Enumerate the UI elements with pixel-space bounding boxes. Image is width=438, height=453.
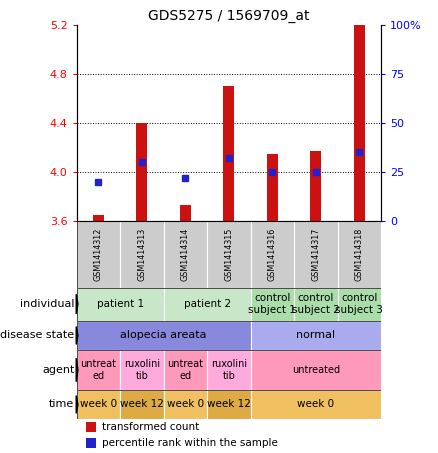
Bar — [137, 123, 147, 221]
Bar — [311, 151, 321, 221]
Text: individual: individual — [20, 299, 74, 309]
Bar — [294, 288, 338, 321]
Text: normal: normal — [296, 330, 336, 341]
Bar — [93, 215, 104, 221]
Bar — [120, 350, 164, 390]
Polygon shape — [76, 395, 78, 414]
Bar — [294, 221, 338, 288]
Bar — [207, 350, 251, 390]
Text: GSM1414317: GSM1414317 — [311, 227, 320, 281]
Text: GSM1414312: GSM1414312 — [94, 227, 103, 281]
Text: agent: agent — [42, 365, 74, 375]
Bar — [207, 221, 251, 288]
Text: alopecia areata: alopecia areata — [120, 330, 207, 341]
Text: GSM1414316: GSM1414316 — [268, 228, 277, 281]
Bar — [251, 221, 294, 288]
Bar — [120, 390, 164, 419]
Bar — [207, 390, 251, 419]
Text: untreated: untreated — [292, 365, 340, 375]
Polygon shape — [76, 358, 78, 382]
Bar — [77, 350, 120, 390]
Text: time: time — [49, 400, 74, 410]
Text: patient 2: patient 2 — [184, 299, 231, 309]
Text: GSM1414314: GSM1414314 — [181, 228, 190, 281]
Bar — [338, 288, 381, 321]
Text: GSM1414313: GSM1414313 — [138, 228, 146, 281]
Bar — [180, 205, 191, 221]
Text: GSM1414315: GSM1414315 — [224, 227, 233, 281]
Bar — [164, 288, 251, 321]
Text: GSM1414318: GSM1414318 — [355, 228, 364, 281]
Text: patient 1: patient 1 — [96, 299, 144, 309]
Bar — [164, 390, 207, 419]
Bar — [120, 221, 164, 288]
Text: ruxolini
tib: ruxolini tib — [124, 359, 160, 381]
Bar — [354, 25, 365, 221]
Text: transformed count: transformed count — [102, 422, 199, 432]
Bar — [77, 221, 120, 288]
Bar — [251, 288, 294, 321]
Polygon shape — [76, 294, 78, 314]
Text: untreat
ed: untreat ed — [167, 359, 203, 381]
Title: GDS5275 / 1569709_at: GDS5275 / 1569709_at — [148, 9, 310, 23]
Bar — [77, 288, 164, 321]
Bar — [223, 86, 234, 221]
Bar — [164, 221, 207, 288]
Bar — [77, 390, 120, 419]
Polygon shape — [76, 327, 78, 344]
Text: week 12: week 12 — [120, 400, 164, 410]
Bar — [251, 321, 381, 350]
Bar — [77, 321, 251, 350]
Bar — [251, 390, 381, 419]
Bar — [251, 350, 381, 390]
Bar — [86, 422, 96, 432]
Text: percentile rank within the sample: percentile rank within the sample — [102, 438, 278, 448]
Bar — [86, 438, 96, 448]
Text: control
subject 1: control subject 1 — [248, 293, 296, 315]
Bar — [164, 350, 207, 390]
Text: untreat
ed: untreat ed — [81, 359, 117, 381]
Text: week 0: week 0 — [80, 400, 117, 410]
Text: ruxolini
tib: ruxolini tib — [211, 359, 247, 381]
Bar — [267, 154, 278, 221]
Text: disease state: disease state — [0, 330, 74, 341]
Text: control
subject 3: control subject 3 — [336, 293, 383, 315]
Text: week 0: week 0 — [297, 400, 334, 410]
Text: control
subject 2: control subject 2 — [292, 293, 340, 315]
Text: week 12: week 12 — [207, 400, 251, 410]
Text: week 0: week 0 — [167, 400, 204, 410]
Bar — [338, 221, 381, 288]
